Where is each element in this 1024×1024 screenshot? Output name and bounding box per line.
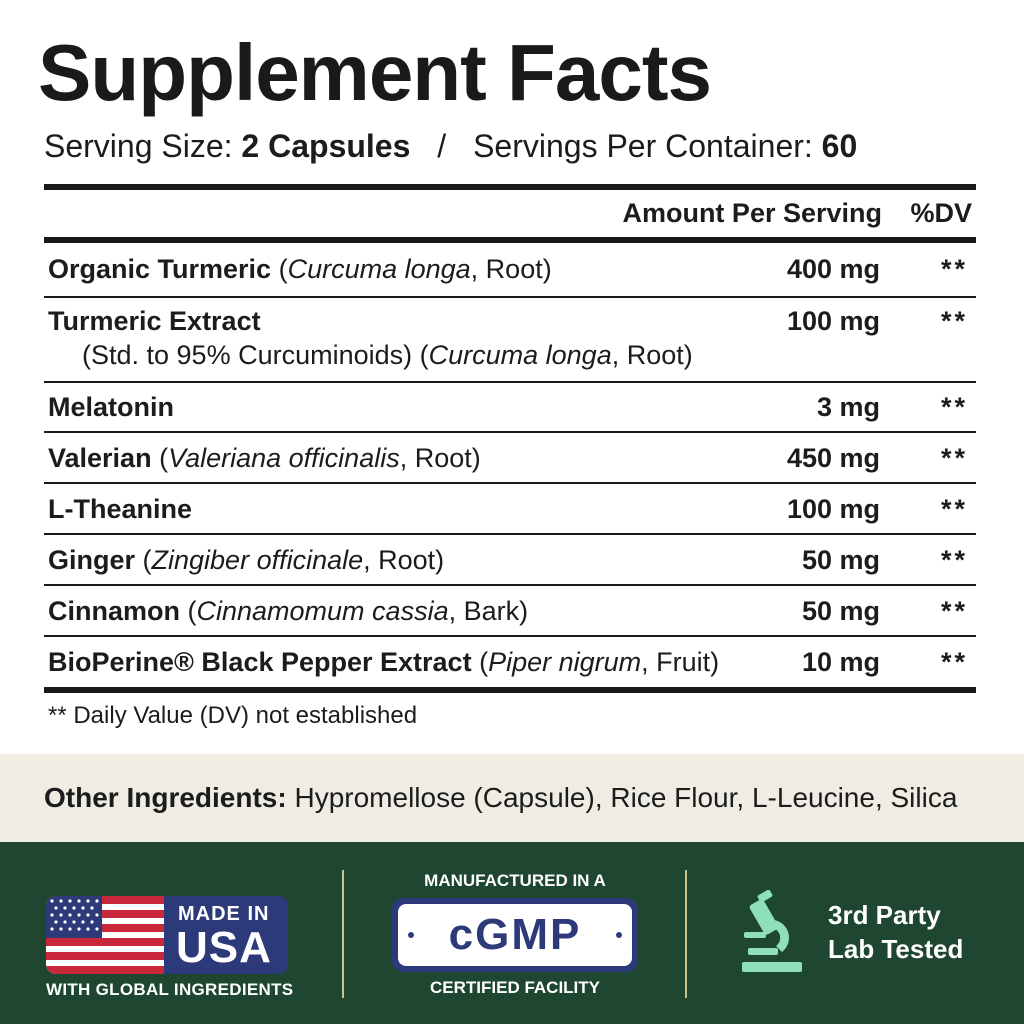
ingredient-dv: ** xyxy=(940,392,968,422)
ingredient-latin: Valeriana officinalis xyxy=(168,443,400,473)
ingredient-dv: ** xyxy=(940,647,968,677)
ingredient-amount: 50 mg xyxy=(801,596,880,626)
ingredient-name: Turmeric Extract xyxy=(48,306,261,336)
ingredient-dv: ** xyxy=(940,254,968,284)
table-row: Valerian (Valeriana officinalis, Root) 4… xyxy=(48,441,972,475)
table-row: Cinnamon (Cinnamomum cassia, Bark) 50 mg… xyxy=(48,594,972,628)
table-row: L-Theanine 100 mg ** xyxy=(48,492,972,526)
ingredient-standardization: (Std. to 95% Curcuminoids) ( xyxy=(82,340,429,370)
made-in-usa-badge xyxy=(164,896,288,974)
row-divider xyxy=(44,431,976,433)
table-row: Melatonin 3 mg ** xyxy=(48,390,972,424)
manufactured-label: MANUFACTURED IN A xyxy=(424,871,606,890)
ingredient-part: , Bark) xyxy=(448,596,529,626)
ingredient-paren: ( xyxy=(151,443,169,473)
badges-band: MADE IN USA WITH GLOBAL INGREDIENTS MANU… xyxy=(0,842,1024,1024)
ingredient-name: Melatonin xyxy=(48,392,174,422)
ingredient-name: L-Theanine xyxy=(48,494,193,524)
cgmp-badge: cGMP xyxy=(392,898,638,972)
ingredient-amount: 100 mg xyxy=(786,306,880,336)
row-divider xyxy=(44,296,976,298)
servings-per-container-label: Servings Per Container: xyxy=(473,128,813,164)
table-row: Organic Turmeric (Curcuma longa, Root) 4… xyxy=(48,252,972,286)
lab-tested-label: 3rd Party Lab Tested xyxy=(828,898,963,966)
ingredient-amount: 450 mg xyxy=(786,443,880,473)
row-divider xyxy=(44,381,976,383)
ingredient-name: BioPerine® Black Pepper Extract xyxy=(48,647,472,677)
certified-facility-label: CERTIFIED FACILITY xyxy=(430,978,600,997)
ingredient-part: , Root) xyxy=(399,443,481,473)
us-flag-icon xyxy=(46,896,164,974)
ingredient-part: , Fruit) xyxy=(641,647,720,677)
ingredient-latin: Curcuma longa xyxy=(428,340,612,370)
lab-line-1: 3rd Party xyxy=(828,900,941,930)
ingredient-name: Organic Turmeric xyxy=(48,254,272,284)
other-ingredients: Other Ingredients: Hypromellose (Capsule… xyxy=(44,780,957,816)
ingredient-latin: Curcuma longa xyxy=(287,254,471,284)
dot-icon xyxy=(616,932,622,938)
dot-icon xyxy=(408,932,414,938)
ingredient-dv: ** xyxy=(940,494,968,524)
rule-bottom xyxy=(44,687,976,693)
made-in-label: MADE IN xyxy=(178,903,270,925)
ingredient-paren: ( xyxy=(271,254,288,284)
ingredient-paren: ( xyxy=(180,596,197,626)
col-header-dv: %DV xyxy=(910,198,972,228)
ingredient-dv: ** xyxy=(940,545,968,575)
ingredient-name: Ginger xyxy=(48,545,136,575)
row-divider xyxy=(44,635,976,637)
table-row: Ginger (Zingiber officinale, Root) 50 mg… xyxy=(48,543,972,577)
usa-label: USA xyxy=(176,923,272,972)
ingredient-amount: 3 mg xyxy=(816,392,880,422)
rule-header xyxy=(44,237,976,243)
ingredient-paren: ( xyxy=(135,545,152,575)
other-ingredients-band: Other Ingredients: Hypromellose (Capsule… xyxy=(0,754,1024,842)
badge-divider xyxy=(685,870,687,998)
microscope-icon xyxy=(738,889,804,976)
page-title: Supplement Facts xyxy=(38,28,712,117)
other-ingredients-label: Other Ingredients: xyxy=(44,782,287,813)
serving-info: Serving Size: 2 Capsules / Servings Per … xyxy=(44,126,857,166)
table-row: BioPerine® Black Pepper Extract (Piper n… xyxy=(48,645,972,679)
ingredient-name: Cinnamon xyxy=(48,596,180,626)
global-ingredients-label: WITH GLOBAL INGREDIENTS xyxy=(46,980,294,999)
row-divider xyxy=(44,584,976,586)
ingredient-dv: ** xyxy=(940,596,968,626)
ingredient-paren: ( xyxy=(471,647,489,677)
serving-size-label: Serving Size: xyxy=(44,128,233,164)
rule-top xyxy=(44,184,976,190)
ingredient-part: , Root) xyxy=(611,340,693,370)
ingredient-dv: ** xyxy=(940,306,968,336)
other-ingredients-value: Hypromellose (Capsule), Rice Flour, L-Le… xyxy=(286,782,958,813)
serving-size-value: 2 Capsules xyxy=(241,128,411,164)
row-divider xyxy=(44,533,976,535)
ingredient-latin: Cinnamomum cassia xyxy=(196,596,449,626)
ingredient-amount: 10 mg xyxy=(801,647,880,677)
cgmp-label: cGMP xyxy=(448,910,582,959)
ingredient-amount: 100 mg xyxy=(786,494,880,524)
ingredient-amount: 50 mg xyxy=(801,545,880,575)
badge-divider xyxy=(342,870,344,998)
ingredient-part: , Root) xyxy=(363,545,445,575)
ingredient-part: , Root) xyxy=(470,254,552,284)
ingredient-amount: 400 mg xyxy=(786,254,880,284)
footnote: ** Daily Value (DV) not established xyxy=(48,702,418,729)
lab-line-2: Lab Tested xyxy=(828,934,964,964)
col-header-amount: Amount Per Serving xyxy=(622,198,882,228)
ingredient-latin: Piper nigrum xyxy=(488,647,642,677)
ingredient-latin: Zingiber officinale xyxy=(151,545,364,575)
ingredient-name: Valerian xyxy=(48,443,152,473)
row-divider xyxy=(44,482,976,484)
serving-separator: / xyxy=(437,128,447,164)
ingredient-dv: ** xyxy=(940,443,968,473)
servings-per-container-value: 60 xyxy=(821,128,858,164)
table-row: Turmeric Extract 100 mg ** (Std. to 95% … xyxy=(48,304,972,372)
ingredient-subline: (Std. to 95% Curcuminoids) (Curcuma long… xyxy=(48,338,972,372)
